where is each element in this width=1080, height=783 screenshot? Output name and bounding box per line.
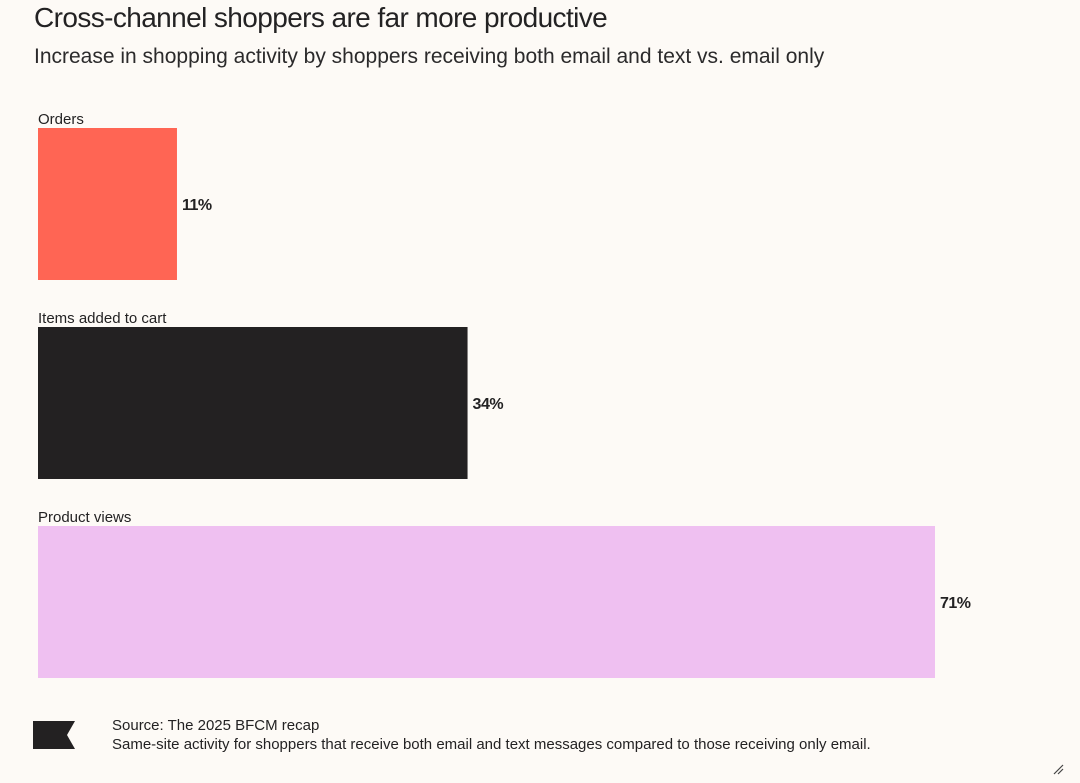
- resize-handle-icon[interactable]: [1050, 761, 1064, 775]
- chart-title: Cross-channel shoppers are far more prod…: [34, 2, 608, 33]
- data-label: 11%: [182, 197, 212, 214]
- flag-icon: [33, 721, 75, 749]
- bar: [38, 327, 468, 479]
- data-label: 71%: [940, 595, 971, 612]
- bar: [38, 128, 177, 280]
- bar: [38, 526, 935, 678]
- data-label: 34%: [473, 396, 504, 413]
- category-label: Items added to cart: [38, 310, 167, 327]
- source-text: Source: The 2025 BFCM recap: [112, 717, 320, 734]
- bar-chart: Orders 11% Items added to cart 34% Product v…: [38, 111, 971, 678]
- chart-subtitle: Increase in shopping activity by shopper…: [34, 45, 825, 68]
- category-label: Orders: [38, 111, 84, 128]
- footnote-text: Same-site activity for shoppers that rec…: [112, 736, 871, 753]
- footer: Source: The 2025 BFCM recap Same-site ac…: [112, 716, 871, 754]
- category-label: Product views: [38, 509, 131, 526]
